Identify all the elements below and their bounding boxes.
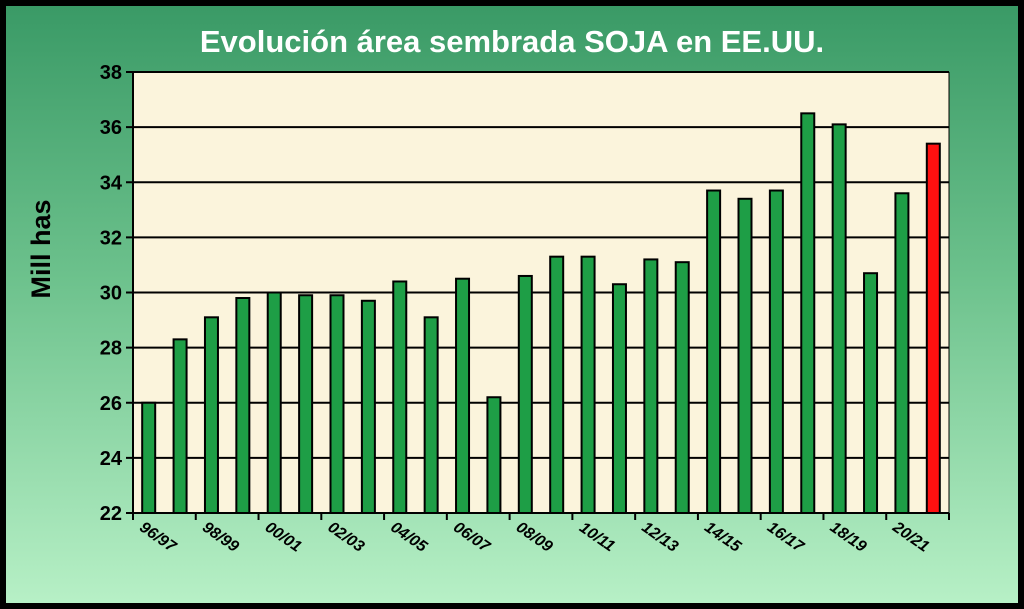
x-tick-label: 08/09 bbox=[513, 519, 556, 556]
chart-frame: Evolución área sembrada SOJA en EE.UU. M… bbox=[6, 6, 1018, 603]
x-tick-label: 10/11 bbox=[576, 519, 618, 555]
bar bbox=[800, 112, 816, 514]
bar bbox=[643, 258, 659, 514]
bar bbox=[706, 189, 722, 515]
bar bbox=[172, 338, 188, 515]
bar bbox=[455, 277, 471, 514]
y-tick-label: 38 bbox=[100, 62, 122, 84]
plot-area: 22 24 26 28 30 32 34 36 38 96/97 98/99 00/01 02/03 04… bbox=[100, 62, 950, 557]
x-tick-label: 02/03 bbox=[325, 519, 368, 556]
x-tick-label: 06/07 bbox=[450, 519, 493, 557]
bar bbox=[768, 189, 784, 515]
bar bbox=[925, 142, 941, 514]
chart: Evolución área sembrada SOJA en EE.UU. M… bbox=[26, 24, 950, 557]
bar bbox=[486, 396, 502, 514]
bar bbox=[360, 299, 376, 514]
x-tick-label: 96/97 bbox=[136, 519, 179, 557]
x-tick-label: 20/21 bbox=[889, 518, 932, 556]
y-tick-label: 22 bbox=[100, 503, 122, 525]
y-tick-label: 30 bbox=[100, 283, 122, 305]
x-tick-label: 04/05 bbox=[387, 519, 430, 557]
y-tick-label: 36 bbox=[100, 117, 122, 139]
x-tick-label: 12/13 bbox=[638, 519, 681, 556]
bar bbox=[235, 297, 251, 515]
x-tick-label: 00/01 bbox=[262, 519, 305, 556]
bar bbox=[329, 294, 345, 514]
x-tick-label: 98/99 bbox=[199, 519, 242, 556]
bar bbox=[517, 274, 533, 514]
bar bbox=[203, 316, 219, 514]
bar bbox=[141, 401, 157, 514]
y-tick-label: 26 bbox=[100, 393, 122, 415]
bar bbox=[611, 283, 627, 515]
bar bbox=[298, 294, 314, 514]
bar bbox=[831, 123, 847, 515]
bar bbox=[863, 272, 879, 514]
x-tick-label: 14/15 bbox=[701, 519, 744, 557]
bar bbox=[392, 280, 408, 514]
bar bbox=[423, 316, 439, 514]
chart-title: Evolución área sembrada SOJA en EE.UU. bbox=[200, 24, 824, 59]
bar bbox=[549, 255, 565, 514]
bar bbox=[674, 261, 690, 514]
x-tick-label: 16/17 bbox=[764, 519, 807, 557]
y-axis-label: Mill has bbox=[26, 199, 56, 298]
y-tick-label: 24 bbox=[100, 448, 123, 470]
bar bbox=[580, 255, 596, 514]
y-tick-label: 34 bbox=[100, 172, 123, 194]
y-tick-label: 28 bbox=[100, 338, 122, 360]
bar bbox=[894, 192, 910, 514]
x-tick-label: 18/19 bbox=[827, 519, 870, 556]
bar bbox=[737, 197, 753, 514]
bar bbox=[266, 291, 282, 514]
y-tick-label: 32 bbox=[100, 227, 122, 249]
